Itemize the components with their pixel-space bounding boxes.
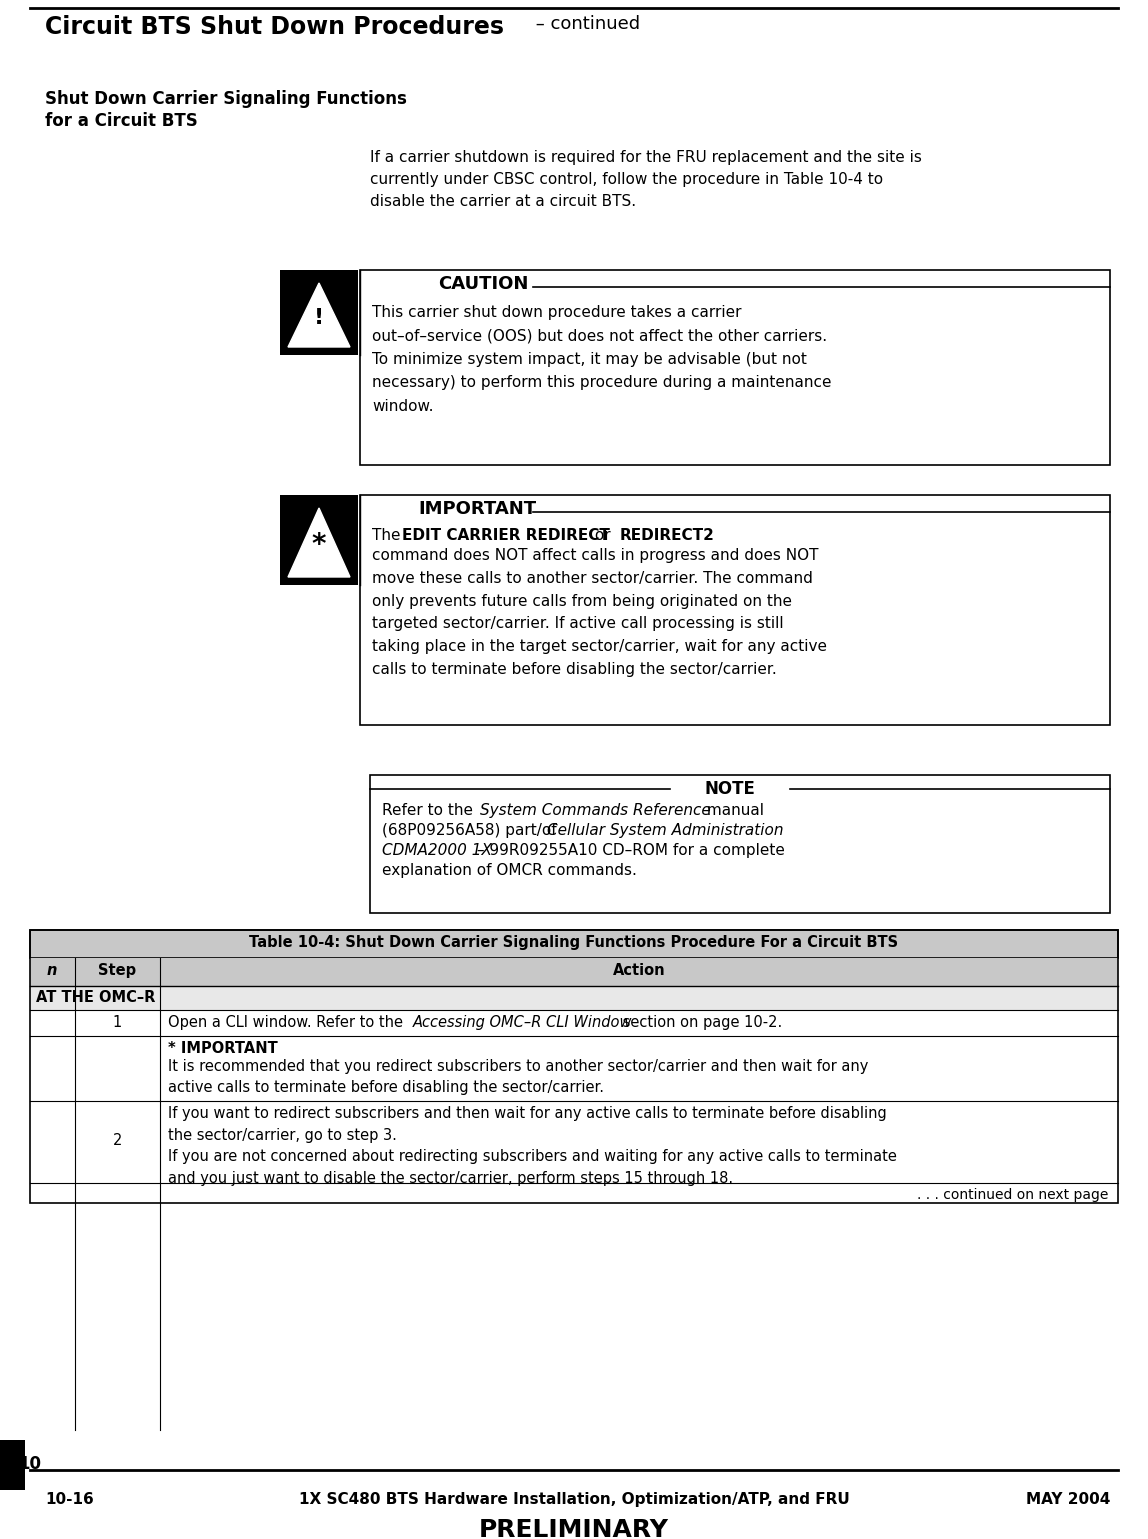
Text: – 99R09255A10 CD–ROM for a complete: – 99R09255A10 CD–ROM for a complete bbox=[472, 843, 785, 859]
Text: IMPORTANT: IMPORTANT bbox=[418, 500, 536, 519]
Text: *: * bbox=[312, 531, 326, 559]
Text: PRELIMINARY: PRELIMINARY bbox=[479, 1517, 669, 1539]
FancyBboxPatch shape bbox=[360, 496, 1110, 725]
Text: 1X SC480 BTS Hardware Installation, Optimization/ATP, and FRU: 1X SC480 BTS Hardware Installation, Opti… bbox=[298, 1491, 850, 1507]
Text: Refer to the: Refer to the bbox=[382, 803, 478, 819]
Text: command does NOT affect calls in progress and does NOT
move these calls to anoth: command does NOT affect calls in progres… bbox=[372, 548, 827, 677]
Text: !: ! bbox=[313, 308, 324, 328]
Text: EDIT CARRIER REDIRECT: EDIT CARRIER REDIRECT bbox=[402, 528, 610, 543]
Text: Table 10-4: Shut Down Carrier Signaling Functions Procedure For a Circuit BTS: Table 10-4: Shut Down Carrier Signaling … bbox=[249, 936, 899, 950]
Text: NOTE: NOTE bbox=[705, 780, 755, 799]
Text: 10: 10 bbox=[18, 1454, 41, 1473]
Text: 10-16: 10-16 bbox=[45, 1491, 94, 1507]
Text: Shut Down Carrier Signaling Functions: Shut Down Carrier Signaling Functions bbox=[45, 89, 406, 108]
Text: 1: 1 bbox=[113, 1016, 122, 1030]
Text: AT THE OMC–R: AT THE OMC–R bbox=[36, 990, 155, 1005]
FancyBboxPatch shape bbox=[30, 930, 1118, 957]
Polygon shape bbox=[288, 508, 350, 577]
Text: If a carrier shutdown is required for the FRU replacement and the site is
curren: If a carrier shutdown is required for th… bbox=[370, 149, 922, 209]
FancyBboxPatch shape bbox=[280, 496, 358, 585]
Text: Accessing OMC–R CLI Window: Accessing OMC–R CLI Window bbox=[413, 1016, 633, 1030]
Text: or: or bbox=[590, 528, 615, 543]
FancyBboxPatch shape bbox=[0, 1441, 25, 1490]
Text: for a Circuit BTS: for a Circuit BTS bbox=[45, 112, 197, 129]
Text: REDIRECT2: REDIRECT2 bbox=[620, 528, 715, 543]
Text: 2: 2 bbox=[113, 1133, 122, 1148]
Polygon shape bbox=[288, 283, 350, 346]
FancyBboxPatch shape bbox=[30, 986, 1118, 1010]
Text: CAUTION: CAUTION bbox=[439, 275, 528, 292]
Text: Step: Step bbox=[99, 963, 137, 977]
Text: n: n bbox=[47, 963, 57, 977]
Text: It is recommended that you redirect subscribers to another sector/carrier and th: It is recommended that you redirect subs… bbox=[168, 1059, 868, 1096]
FancyBboxPatch shape bbox=[30, 957, 1118, 986]
Text: manual: manual bbox=[701, 803, 765, 819]
Text: System Commands Reference: System Commands Reference bbox=[480, 803, 711, 819]
Text: MAY 2004: MAY 2004 bbox=[1025, 1491, 1110, 1507]
Text: The: The bbox=[372, 528, 405, 543]
FancyBboxPatch shape bbox=[370, 776, 1110, 913]
Text: This carrier shut down procedure takes a carrier
out–of–service (OOS) but does n: This carrier shut down procedure takes a… bbox=[372, 305, 831, 414]
Text: Circuit BTS Shut Down Procedures: Circuit BTS Shut Down Procedures bbox=[45, 15, 504, 38]
Text: If you want to redirect subscribers and then wait for any active calls to termin: If you want to redirect subscribers and … bbox=[168, 1107, 897, 1187]
Text: Cellular System Administration: Cellular System Administration bbox=[546, 823, 783, 839]
FancyBboxPatch shape bbox=[360, 269, 1110, 465]
Text: (68P09256A58) part/of: (68P09256A58) part/of bbox=[382, 823, 561, 839]
Text: – continued: – continued bbox=[530, 15, 641, 32]
Text: . . . continued on next page: . . . continued on next page bbox=[916, 1188, 1108, 1202]
Text: Open a CLI window. Refer to the: Open a CLI window. Refer to the bbox=[168, 1016, 408, 1030]
Text: CDMA2000 1X: CDMA2000 1X bbox=[382, 843, 492, 859]
FancyBboxPatch shape bbox=[280, 269, 358, 356]
Text: * IMPORTANT: * IMPORTANT bbox=[168, 1040, 278, 1056]
Text: Action: Action bbox=[613, 963, 666, 977]
Text: section on page 10-2.: section on page 10-2. bbox=[618, 1016, 782, 1030]
Text: explanation of OMCR commands.: explanation of OMCR commands. bbox=[382, 863, 637, 879]
